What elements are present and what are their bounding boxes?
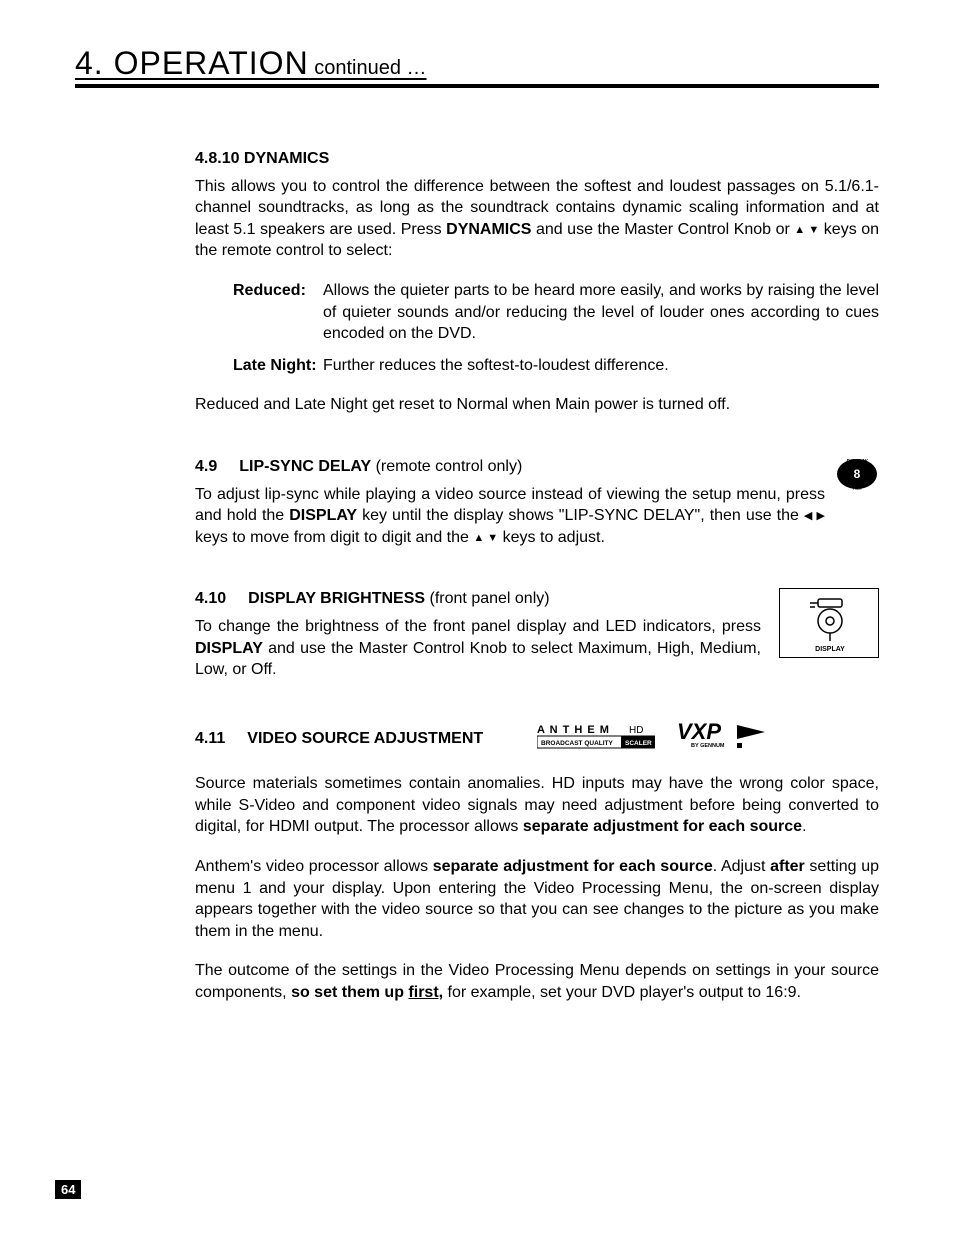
section-411-paragraph-3: The outcome of the settings in the Video… [195, 960, 879, 1003]
vxp-logo-icon: VXP BY GENNUM [677, 721, 772, 758]
chapter-subtitle: continued … [309, 57, 427, 79]
svg-text:BROADCAST QUALITY: BROADCAST QUALITY [541, 740, 614, 747]
svg-text:HD: HD [629, 725, 643, 736]
section-4810-paragraph-1: This allows you to control the differenc… [195, 176, 879, 262]
svg-text:SCALER: SCALER [625, 740, 652, 747]
chapter-header: 4. OPERATION continued … [75, 45, 879, 88]
option-late-night: Late Night: Further reduces the softest-… [233, 355, 879, 377]
option-reduced-term: Reduced: [233, 280, 323, 345]
section-49: 4.9 LIP-SYNC DELAY (remote control only)… [195, 456, 879, 548]
page-number: 64 [55, 1180, 81, 1199]
section-411-paragraph-2: Anthem's video processor allows separate… [195, 856, 879, 942]
page: 4. OPERATION continued … 4.8.10 DYNAMICS… [0, 0, 954, 1004]
section-411-paragraph-1: Source materials sometimes contain anoma… [195, 773, 879, 838]
section-49-heading: 4.9 LIP-SYNC DELAY (remote control only) [195, 456, 825, 478]
section-4810-heading: 4.8.10 DYNAMICS [195, 148, 879, 170]
content-column: 4.8.10 DYNAMICS This allows you to contr… [195, 148, 879, 1004]
svg-text:DISPLAY: DISPLAY [846, 459, 868, 465]
svg-text:BY GENNUM: BY GENNUM [691, 743, 725, 749]
svg-text:8: 8 [854, 467, 861, 481]
display-remote-button-icon: DISPLAY 8 TIME [835, 456, 879, 492]
dynamics-options-list: Reduced: Allows the quieter parts to be … [233, 280, 879, 376]
section-49-paragraph: To adjust lip-sync while playing a video… [195, 484, 825, 549]
section-411-heading: 4.11 VIDEO SOURCE ADJUSTMENT A N T H E M… [195, 721, 879, 758]
section-410: 4.10 DISPLAY BRIGHTNESS (front panel onl… [195, 588, 879, 680]
svg-text:A N T H E M: A N T H E M [537, 724, 610, 736]
chapter-title: 4. OPERATION [75, 45, 309, 81]
svg-text:VXP: VXP [677, 721, 721, 744]
up-down-arrows-icon: ▲ ▼ [794, 224, 819, 236]
option-late-night-desc: Further reduces the softest-to-loudest d… [323, 355, 879, 377]
section-410-paragraph: To change the brightness of the front pa… [195, 616, 761, 681]
option-reduced: Reduced: Allows the quieter parts to be … [233, 280, 879, 345]
section-4810-paragraph-2: Reduced and Late Night get reset to Norm… [195, 394, 879, 416]
svg-text:DISPLAY: DISPLAY [815, 646, 845, 653]
anthem-hd-logo-icon: A N T H E M HD BROADCAST QUALITY SCALER [537, 723, 655, 756]
section-410-heading: 4.10 DISPLAY BRIGHTNESS (front panel onl… [195, 588, 761, 610]
display-panel-button-icon: DISPLAY [779, 588, 879, 658]
left-right-arrows-icon: ◀ ▶ [804, 510, 825, 522]
option-late-night-term: Late Night: [233, 355, 323, 377]
option-reduced-desc: Allows the quieter parts to be heard mor… [323, 280, 879, 345]
up-down-arrows-icon: ▲ ▼ [473, 532, 498, 544]
svg-text:TIME: TIME [852, 486, 862, 491]
